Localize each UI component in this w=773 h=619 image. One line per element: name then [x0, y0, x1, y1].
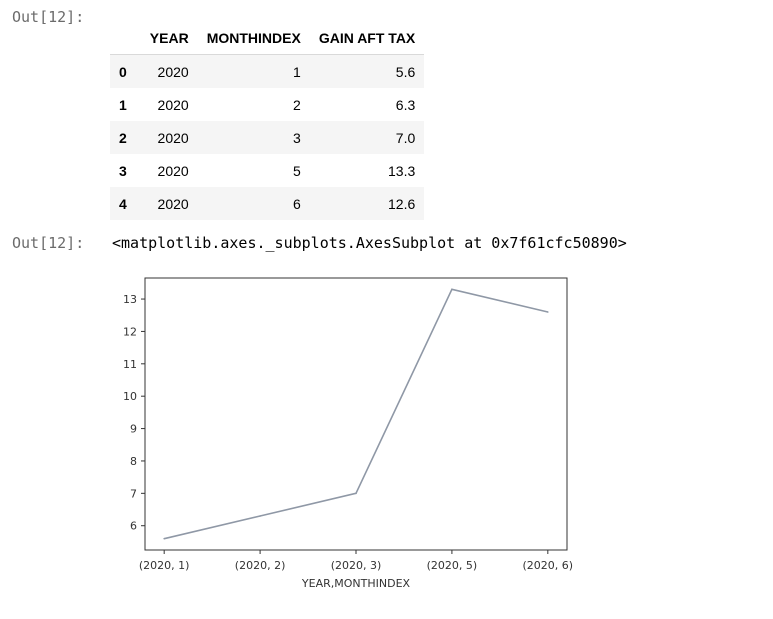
gain-aft-tax-column-header: GAIN AFT TAX	[309, 22, 425, 55]
output-prompt-1: Out[12]:	[12, 8, 85, 26]
year-cell: 2020	[157, 162, 189, 179]
y-tick-label: 12	[123, 325, 137, 338]
table-row: 3 2020 5 13.3	[110, 154, 424, 187]
row-index: 2	[119, 129, 127, 146]
y-tick-label: 10	[123, 390, 137, 403]
gain-cell: 7.0	[395, 129, 416, 146]
monthindex-cell: 6	[293, 195, 301, 212]
monthindex-cell: 2	[293, 96, 301, 113]
year-cell: 2020	[157, 195, 189, 212]
series-line	[163, 288, 549, 540]
table-header-row: YEAR MONTHINDEX GAIN AFT TAX	[110, 22, 425, 55]
year-cell: 2020	[157, 96, 189, 113]
table-row: 0 2020 1 5.6	[110, 54, 425, 88]
row-index: 1	[119, 96, 127, 113]
series-layer	[163, 288, 549, 540]
monthindex-column-header: MONTHINDEX	[197, 22, 310, 55]
monthindex-cell: 3	[293, 129, 301, 146]
x-tick-label: (2020, 3)	[331, 559, 382, 572]
row-index: 0	[119, 63, 127, 80]
year-column-header: YEAR	[140, 22, 198, 55]
row-index: 4	[119, 195, 127, 212]
gain-cell: 5.6	[395, 63, 416, 80]
output-prompt-2: Out[12]:	[12, 234, 85, 252]
x-tick-label: (2020, 6)	[523, 559, 574, 572]
year-cell: 2020	[157, 129, 189, 146]
row-index: 3	[119, 162, 127, 179]
x-axis: (2020, 1) (2020, 2) (2020, 3) (2020, 5) (202…	[139, 550, 573, 572]
x-tick-label: (2020, 2)	[235, 559, 286, 572]
y-tick-label: 11	[123, 358, 137, 371]
y-axis: 6 7 8 9 10 11 12 13	[123, 293, 145, 533]
index-header	[110, 22, 141, 55]
y-tick-label: 6	[130, 520, 137, 533]
x-axis-label: YEAR,MONTHINDEX	[301, 577, 411, 590]
y-tick-label: 9	[130, 423, 137, 436]
y-tick-label: 8	[130, 455, 137, 468]
x-tick-label: (2020, 1)	[139, 559, 190, 572]
gain-cell: 12.6	[388, 195, 416, 212]
table-row: 1 2020 2 6.3	[110, 88, 424, 121]
x-tick-label: (2020, 5)	[427, 559, 478, 572]
dataframe-table: YEAR MONTHINDEX GAIN AFT TAX 0 2020 1 5.…	[110, 22, 425, 220]
y-tick-label: 7	[130, 487, 137, 500]
data-point	[355, 492, 357, 495]
gain-cell: 13.3	[388, 162, 416, 179]
data-point	[451, 288, 453, 291]
plot-frame	[144, 277, 568, 551]
monthindex-cell: 5	[293, 162, 301, 179]
data-point	[259, 515, 261, 517]
gain-cell: 6.3	[395, 96, 416, 113]
table-row: 2 2020 3 7.0	[110, 121, 425, 154]
monthindex-cell: 1	[293, 63, 301, 80]
table-row: 4 2020 6 12.6	[110, 187, 425, 220]
y-tick-label: 13	[123, 293, 137, 306]
axes-repr-text: <matplotlib.axes._subplots.AxesSubplot a…	[112, 234, 627, 252]
year-cell: 2020	[157, 63, 189, 80]
data-point	[163, 537, 165, 540]
data-point	[547, 311, 549, 313]
